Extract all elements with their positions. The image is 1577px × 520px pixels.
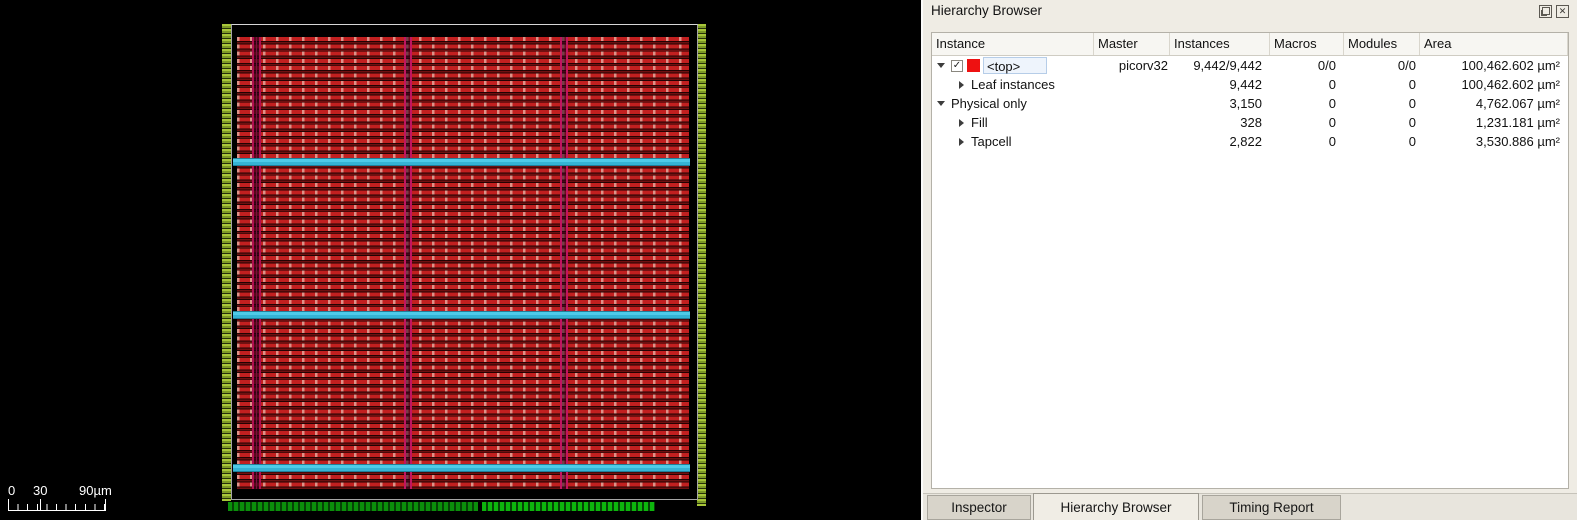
color-swatch[interactable] — [967, 59, 980, 72]
instances-cell: 9,442 — [1229, 77, 1262, 92]
expander-closed-icon[interactable] — [959, 80, 964, 89]
instances-cell: 9,442/9,442 — [1193, 58, 1262, 73]
macros-cell: 0 — [1328, 115, 1336, 130]
instances-cell: 2,822 — [1229, 134, 1262, 149]
modules-cell: 0 — [1408, 77, 1416, 92]
io-pins-right — [697, 24, 706, 506]
visibility-checkbox[interactable]: ✓ — [951, 59, 963, 72]
instance-name: Fill — [971, 115, 988, 130]
float-window-icon-detail — [1542, 7, 1550, 15]
area-cell: 1,231.181 µm² — [1475, 115, 1560, 130]
bottom-pads — [228, 502, 478, 511]
tree-row[interactable]: Leaf instances 9,442 0 0 100,462.602 µm² — [932, 75, 1568, 94]
scale-ruler-tick — [8, 499, 9, 511]
close-panel-icon[interactable]: ✕ — [1556, 5, 1569, 18]
column-header-macros[interactable]: Macros — [1270, 33, 1344, 55]
expander-open-icon[interactable] — [937, 101, 945, 106]
tree-header-row: Instance Master Instances Macros Modules… — [932, 33, 1568, 56]
area-cell: 4,762.067 µm² — [1475, 96, 1560, 111]
power-stripe — [560, 37, 568, 489]
instances-cell: 3,150 — [1229, 96, 1262, 111]
column-header-area[interactable]: Area — [1420, 33, 1568, 55]
expander-closed-icon[interactable] — [959, 118, 964, 127]
die-outline — [231, 24, 698, 500]
expander-open-icon[interactable] — [937, 63, 945, 68]
instance-cell: Tapcell — [932, 132, 1094, 151]
area-cell: 100,462.602 µm² — [1461, 58, 1560, 73]
tab-inspector[interactable]: Inspector — [927, 495, 1031, 520]
power-stripe — [404, 37, 412, 489]
layout-canvas[interactable]: 0 30 90µm — [0, 0, 921, 520]
instance-cell: Leaf instances — [932, 75, 1094, 94]
hierarchy-tree: Instance Master Instances Macros Modules… — [931, 32, 1569, 489]
scale-label: 0 — [8, 483, 16, 498]
scale-ruler-tick — [40, 499, 41, 511]
instance-name: <top> — [983, 57, 1048, 74]
macros-cell: 0/0 — [1317, 58, 1336, 73]
instance-cell: ✓ <top> — [932, 56, 1094, 75]
tab-timing-report[interactable]: Timing Report — [1202, 495, 1341, 520]
horizontal-rail — [233, 158, 690, 166]
area-cell: 100,462.602 µm² — [1461, 77, 1560, 92]
instance-cell: Physical only — [932, 94, 1094, 113]
tree-row[interactable]: Tapcell 2,822 0 0 3,530.886 µm² — [932, 132, 1568, 151]
tab-hierarchy-browser[interactable]: Hierarchy Browser — [1033, 493, 1199, 520]
instance-cell: Fill — [932, 113, 1094, 132]
instance-name: Physical only — [951, 96, 1027, 111]
horizontal-rail — [233, 311, 690, 319]
float-window-icon[interactable] — [1539, 5, 1552, 18]
modules-cell: 0/0 — [1397, 58, 1416, 73]
tree-row[interactable]: Physical only 3,150 0 0 4,762.067 µm² — [932, 94, 1568, 113]
macros-cell: 0 — [1328, 96, 1336, 111]
instance-name: Leaf instances — [971, 77, 1055, 92]
column-header-instances[interactable]: Instances — [1170, 33, 1270, 55]
modules-cell: 0 — [1408, 96, 1416, 111]
horizontal-rail — [233, 464, 690, 472]
macros-cell: 0 — [1328, 134, 1336, 149]
scale-label: 90µm — [79, 483, 112, 498]
scale-ruler-tick — [105, 499, 106, 511]
column-header-modules[interactable]: Modules — [1344, 33, 1420, 55]
modules-cell: 0 — [1408, 134, 1416, 149]
master-cell: picorv32 — [1118, 58, 1168, 73]
tree-row[interactable]: Fill 328 0 0 1,231.181 µm² — [932, 113, 1568, 132]
panel-title: Hierarchy Browser — [931, 3, 1043, 18]
hierarchy-browser-panel: Hierarchy Browser ✕ Instance Master Inst… — [921, 0, 1577, 520]
io-pins-left — [222, 24, 231, 501]
tree-row[interactable]: ✓ <top> picorv32 9,442/9,442 0/0 0/0 100,462.6… — [932, 56, 1568, 75]
macros-cell: 0 — [1328, 77, 1336, 92]
instance-name: Tapcell — [971, 134, 1012, 149]
expander-closed-icon[interactable] — [959, 137, 964, 146]
modules-cell: 0 — [1408, 115, 1416, 130]
instances-cell: 328 — [1240, 115, 1262, 130]
bottom-pads — [482, 502, 655, 511]
area-cell: 3,530.886 µm² — [1475, 134, 1560, 149]
column-header-instance[interactable]: Instance — [932, 33, 1094, 55]
column-header-master[interactable]: Master — [1094, 33, 1170, 55]
tree-body: ✓ <top> picorv32 9,442/9,442 0/0 0/0 100,462.6… — [932, 56, 1568, 151]
core-cell-rows — [237, 37, 689, 489]
scale-label: 30 — [33, 483, 48, 498]
scale-ruler — [8, 504, 105, 511]
float-window-icon-detail — [1541, 10, 1547, 16]
power-stripe — [252, 37, 261, 489]
